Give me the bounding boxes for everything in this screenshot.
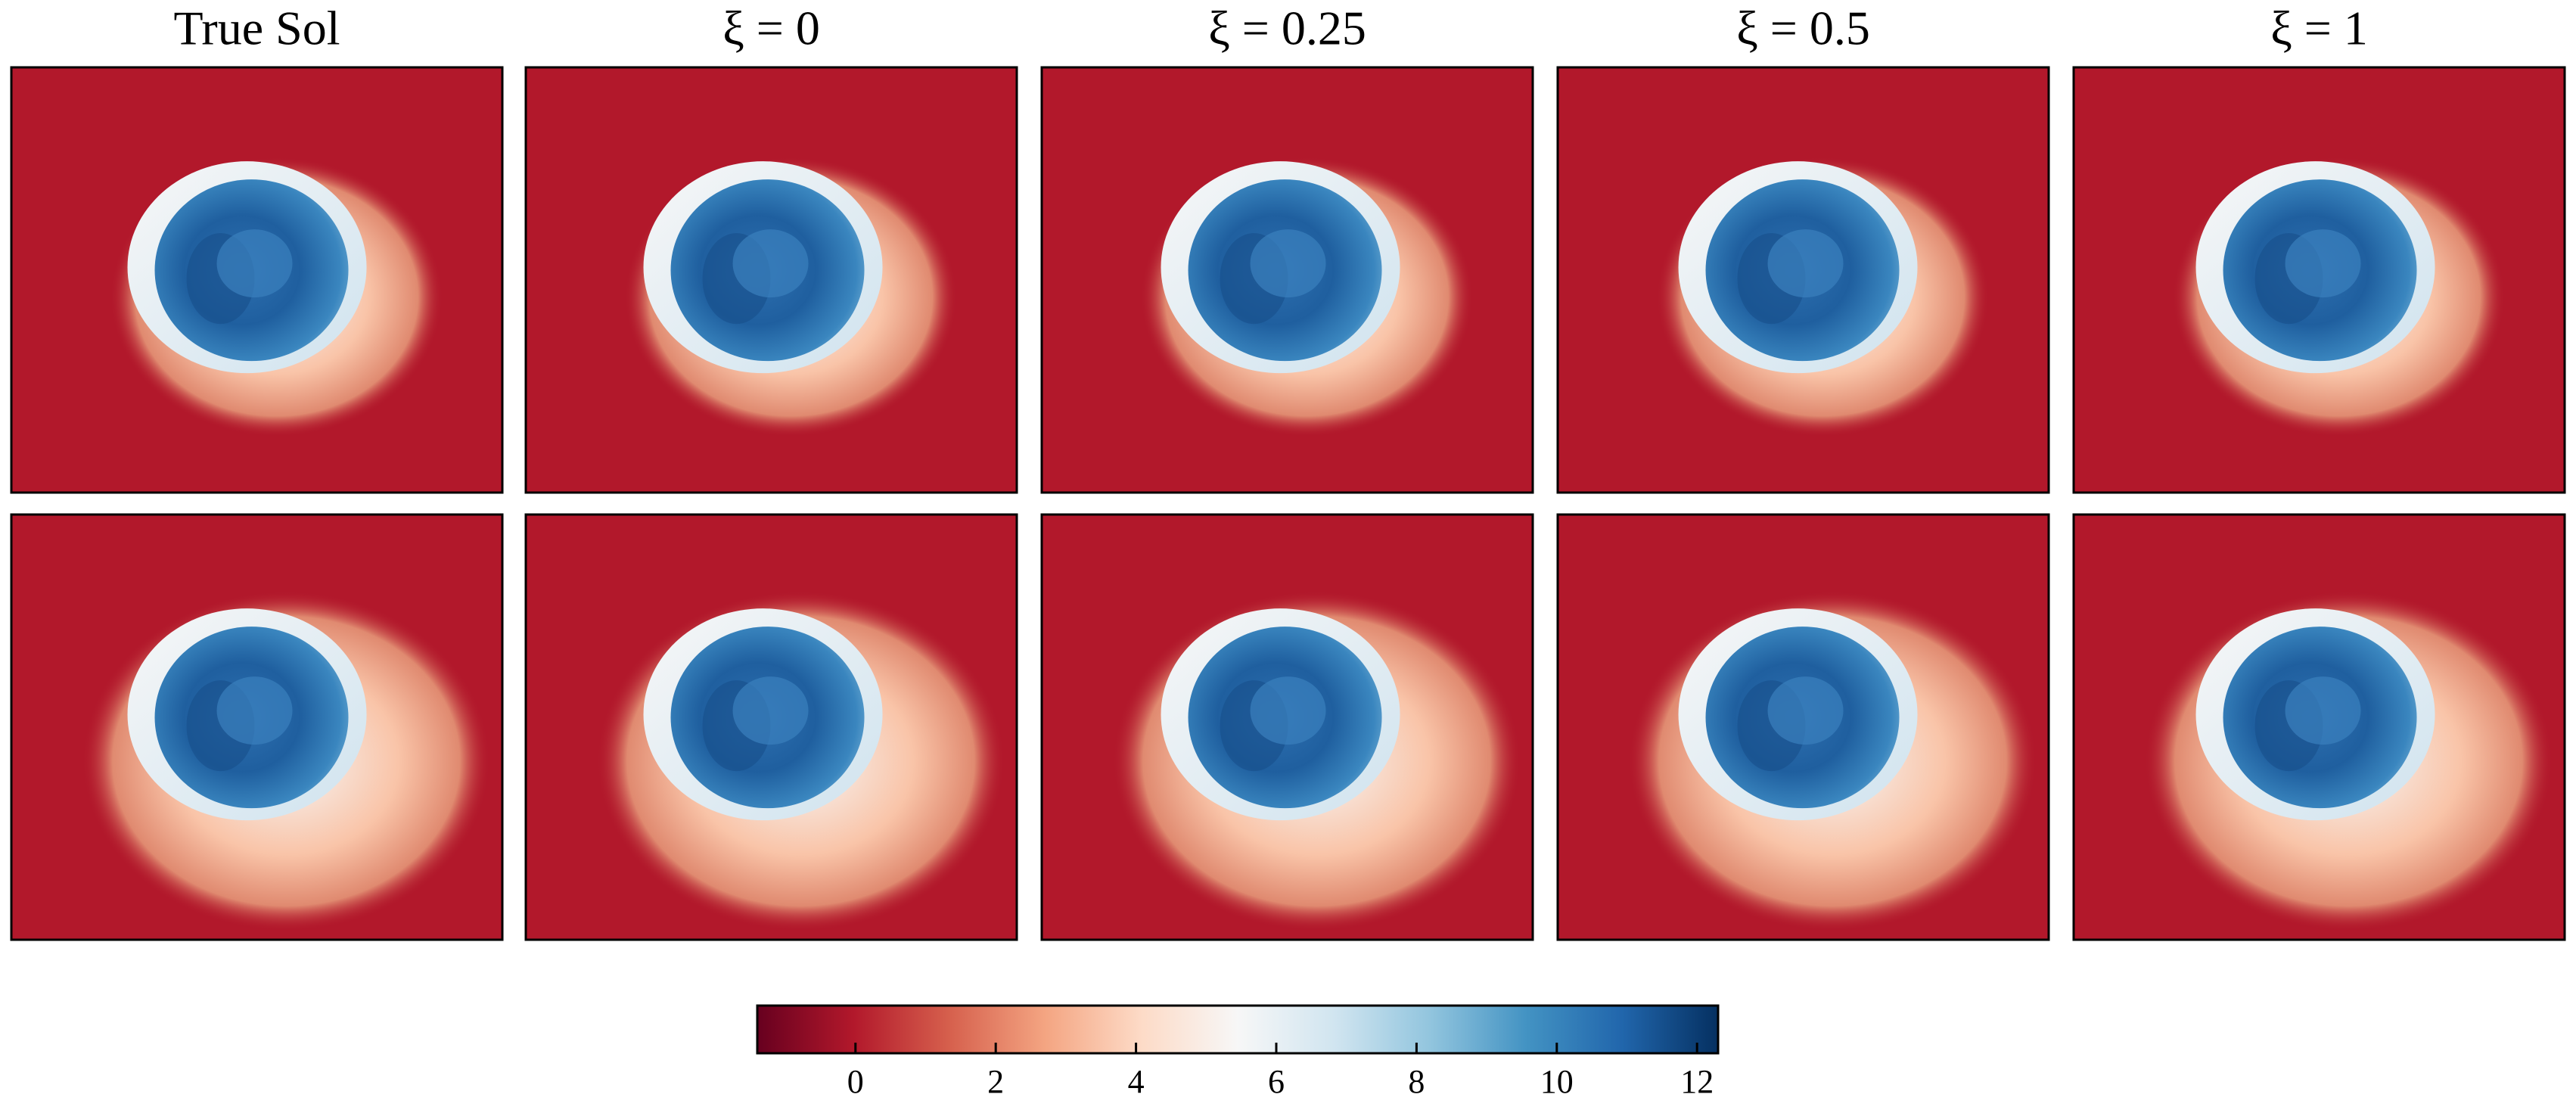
disk-bump: [216, 676, 293, 745]
colorbar-tick-label: 8: [1408, 1063, 1425, 1100]
colorbar-tick-label: 12: [1680, 1063, 1714, 1100]
panel: [1556, 513, 2050, 941]
column-title: ξ = 1: [2270, 2, 2368, 55]
panel: [524, 66, 1018, 494]
disk-bump: [1250, 229, 1326, 298]
panel-frame: [10, 513, 504, 941]
colorbar-tick-label: 2: [987, 1063, 1004, 1100]
disk-bump: [1767, 676, 1844, 745]
disk-bump: [1250, 676, 1326, 745]
panel-frame: [1040, 66, 1534, 494]
colorbar-tick-label: 10: [1540, 1063, 1574, 1100]
panel: [524, 513, 1018, 941]
panel: [1040, 513, 1534, 941]
panel: [1040, 66, 1534, 494]
disk-bump: [732, 229, 809, 298]
panel: [10, 66, 504, 494]
column-title: ξ = 0: [722, 2, 820, 55]
panel: [10, 513, 504, 941]
colorbar-tick-label: 4: [1128, 1063, 1145, 1100]
panel-frame: [2072, 66, 2566, 494]
disk-bump: [732, 676, 809, 745]
column-title: ξ = 0.25: [1208, 2, 1366, 55]
panel: [2072, 513, 2566, 941]
panel-frame: [1040, 513, 1534, 941]
colorbar-tick-label: 6: [1268, 1063, 1285, 1100]
panel-frame: [1556, 66, 2050, 494]
disk-bump: [1767, 229, 1844, 298]
panel: [2072, 66, 2566, 494]
panel-frame: [2072, 513, 2566, 941]
disk-bump: [216, 229, 293, 298]
colorbar: [756, 1004, 1720, 1055]
panel-frame: [524, 513, 1018, 941]
column-title: True Sol: [174, 2, 340, 55]
panel-frame: [1556, 513, 2050, 941]
panel-frame: [524, 66, 1018, 494]
panel: [1556, 66, 2050, 494]
disk-bump: [2285, 676, 2361, 745]
column-title: ξ = 0.5: [1736, 2, 1870, 55]
colorbar-tick-label: 0: [847, 1063, 864, 1100]
disk-bump: [2285, 229, 2361, 298]
panel-frame: [10, 66, 504, 494]
